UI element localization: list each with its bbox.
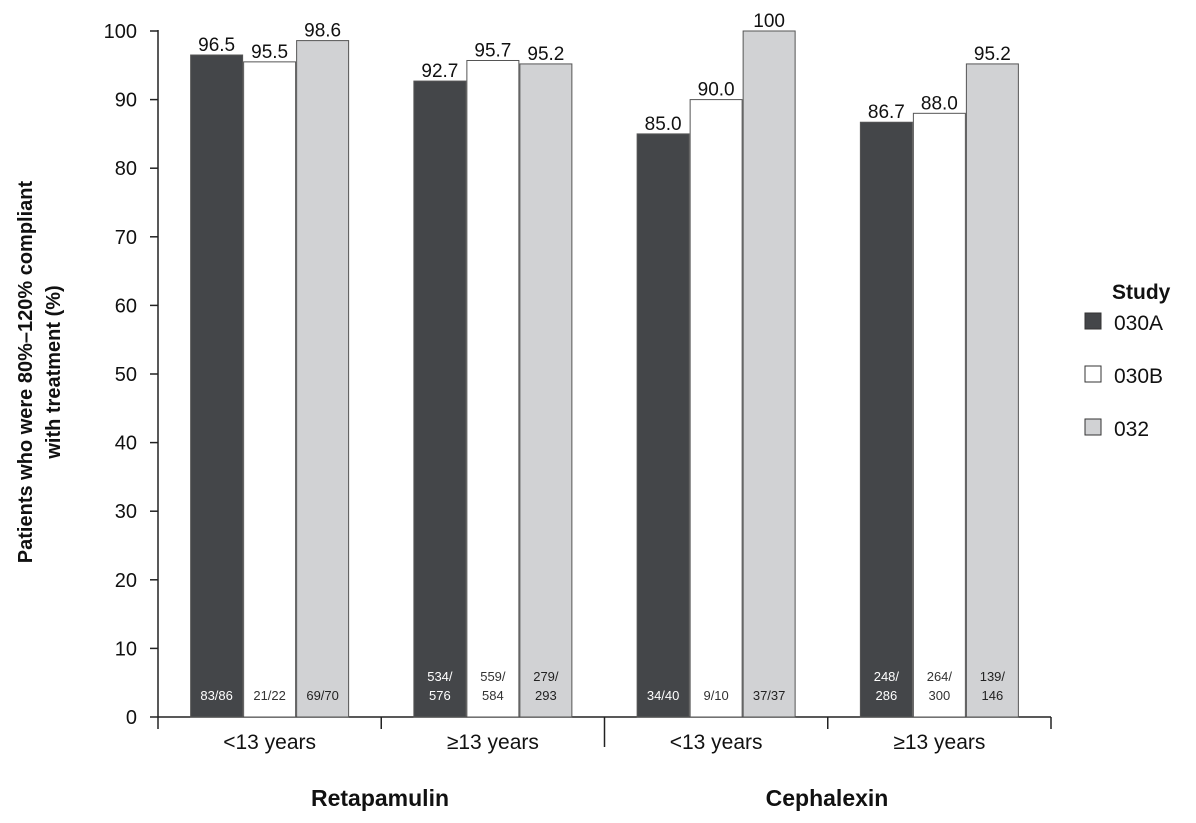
y-tick-label: 90 (115, 90, 137, 112)
bar-count-label: 584 (482, 688, 504, 703)
treatment-label-cephalexin: Cephalexin (766, 785, 889, 811)
bar-labels: 96.5 83/86 95.5 21/22 98.6 69/70 92.7 534/576 95… (198, 11, 1011, 703)
bar-value-label: 95.5 (251, 42, 288, 63)
y-tick-label: 70 (115, 227, 137, 249)
y-tick-label: 0 (126, 707, 137, 729)
y-axis-title-line2: with treatment (%) (43, 285, 65, 459)
bar-030a (413, 80, 467, 718)
bar-value-label: 92.7 (421, 61, 458, 82)
bar-count-label: 83/86 (200, 688, 233, 703)
bar-count-label: 248/ (874, 669, 900, 684)
bars (190, 30, 1019, 718)
bar-count-label: 286 (876, 688, 898, 703)
x-category-label: ≥13 years (447, 731, 539, 754)
y-tick-label: 10 (115, 638, 137, 660)
bar-030a (190, 54, 244, 718)
bar-value-label: 88.0 (921, 93, 958, 114)
bar-030b (912, 112, 966, 718)
bar-030a (636, 133, 690, 718)
bar-count-label: 293 (535, 688, 557, 703)
bar-value-label: 90.0 (698, 80, 735, 101)
y-tick-label: 20 (115, 570, 137, 592)
bar-count-label: 576 (429, 688, 451, 703)
bar-value-label: 95.2 (527, 44, 564, 65)
bar-count-label: 34/40 (647, 688, 680, 703)
bar-count-label: 264/ (927, 669, 953, 684)
bar-030b (466, 59, 520, 718)
bar-value-label: 100 (753, 11, 785, 32)
legend: Study 030A 030B 032 (1084, 281, 1171, 441)
bar-value-label: 95.2 (974, 44, 1011, 65)
y-tick-label: 40 (115, 433, 137, 455)
x-axis: <13 years ≥13 years <13 years ≥13 years (157, 716, 1052, 754)
y-axis: 0 10 20 30 40 50 60 70 80 90 100 (104, 21, 159, 729)
bar-032 (519, 63, 573, 718)
y-tick-label: 50 (115, 364, 137, 386)
bar-count-label: 559/ (480, 669, 506, 684)
legend-swatch-032 (1084, 418, 1102, 436)
legend-swatch-030b (1084, 365, 1102, 383)
bar-032 (296, 40, 350, 718)
y-tick-label: 80 (115, 158, 137, 180)
y-axis-title-line1: Patients who were 80%–120% compliant (15, 180, 37, 563)
bar-count-label: 37/37 (753, 688, 786, 703)
bar-032 (742, 30, 796, 718)
legend-label-030a: 030A (1114, 312, 1163, 335)
y-tick-label: 60 (115, 295, 137, 317)
legend-label-032: 032 (1114, 418, 1149, 441)
bar-value-label: 85.0 (645, 114, 682, 135)
bar-030b (243, 61, 297, 718)
x-category-label: <13 years (670, 731, 763, 754)
bar-value-label: 95.7 (474, 40, 511, 61)
bar-count-label: 9/10 (703, 688, 728, 703)
bar-count-label: 279/ (533, 669, 559, 684)
bar-count-label: 69/70 (306, 688, 339, 703)
bar-value-label: 96.5 (198, 35, 235, 56)
bar-value-label: 86.7 (868, 102, 905, 123)
legend-swatch-030a (1084, 312, 1102, 330)
x-category-label: <13 years (223, 731, 316, 754)
bar-030a (859, 121, 913, 718)
treatment-label-retapamulin: Retapamulin (311, 785, 449, 811)
bar-count-label: 534/ (427, 669, 453, 684)
legend-title: Study (1112, 281, 1171, 304)
bar-032 (965, 63, 1019, 718)
bar-count-label: 139/ (980, 669, 1006, 684)
y-tick-label: 100 (104, 21, 137, 43)
bar-value-label: 98.6 (304, 21, 341, 42)
x-category-label: ≥13 years (893, 731, 985, 754)
bar-count-label: 21/22 (253, 688, 286, 703)
legend-label-030b: 030B (1114, 365, 1163, 388)
bar-030b (689, 99, 743, 718)
y-tick-label: 30 (115, 501, 137, 523)
bar-count-label: 300 (929, 688, 951, 703)
bar-count-label: 146 (982, 688, 1004, 703)
